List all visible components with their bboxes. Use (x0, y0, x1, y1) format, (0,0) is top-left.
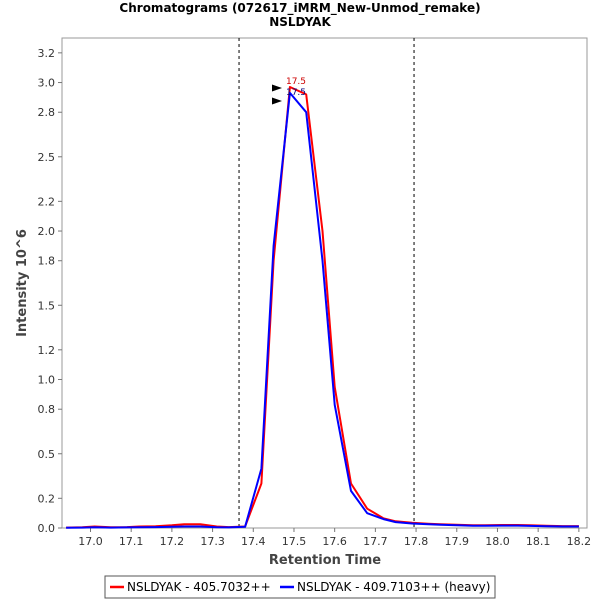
x-tick-label: 17.6 (322, 535, 347, 548)
y-tick-label: 1.5 (38, 299, 56, 312)
y-tick-label: 0.2 (38, 492, 56, 505)
y-tick-label: 0.8 (38, 403, 56, 416)
peak-marker (272, 97, 283, 105)
y-tick-label: 2.5 (38, 151, 56, 164)
x-tick-label: 17.2 (160, 535, 185, 548)
legend: NSLDYAK - 405.7032++ NSLDYAK - 409.7103++… (104, 575, 496, 599)
series-line-heavy (66, 91, 579, 529)
y-tick-label: 3.0 (38, 77, 56, 90)
x-tick-label: 17.8 (404, 535, 429, 548)
y-axis-ticks: 0.0 0.2 0.5 0.8 1.0 1.2 1.5 1.8 2.0 2.2 2.5 2.8 3.0 3… (38, 47, 62, 535)
y-tick-label: 1.2 (38, 344, 56, 357)
x-tick-label: 17.9 (445, 535, 470, 548)
peak-annotations: 17.517.5 (272, 77, 306, 105)
y-tick-label: 3.2 (38, 47, 56, 60)
y-tick-label: 2.8 (38, 106, 56, 119)
series-lines (66, 86, 579, 529)
x-tick-label: 18.1 (526, 535, 551, 548)
y-tick-label: 0.5 (38, 448, 56, 461)
x-tick-label: 17.4 (241, 535, 266, 548)
y-tick-label: 1.8 (38, 255, 56, 268)
x-tick-label: 17.3 (200, 535, 225, 548)
x-axis-ticks: 17.0 17.1 17.2 17.3 17.4 17.5 17.6 17.7 17.8 17.9… (78, 528, 591, 548)
x-tick-label: 17.1 (119, 535, 144, 548)
peak-annotation: 17.5 (286, 77, 306, 87)
chart-title: Chromatograms (072617_iMRM_New-Unmod_rem… (119, 1, 480, 16)
peak-annotation: 17.5 (286, 88, 306, 98)
legend-label: NSLDYAK - 405.7032++ (127, 580, 271, 594)
x-tick-label: 17.0 (78, 535, 103, 548)
peak-boundaries (238, 38, 415, 528)
legend-box (104, 575, 496, 599)
peak-marker (272, 84, 283, 92)
chart-subtitle: NSLDYAK (269, 15, 331, 29)
y-axis-label: Intensity 10^6 (15, 229, 30, 337)
y-tick-label: 0.0 (38, 522, 56, 535)
x-tick-label: 17.5 (282, 535, 307, 548)
y-tick-label: 2.0 (38, 225, 56, 238)
legend-label: NSLDYAK - 409.7103++ (heavy) (297, 580, 490, 594)
x-axis-label: Retention Time (269, 553, 381, 568)
y-tick-label: 2.2 (38, 195, 56, 208)
x-tick-label: 17.7 (363, 535, 388, 548)
x-tick-label: 18.2 (567, 535, 592, 548)
y-tick-label: 1.0 (38, 374, 56, 387)
x-tick-label: 18.0 (485, 535, 510, 548)
